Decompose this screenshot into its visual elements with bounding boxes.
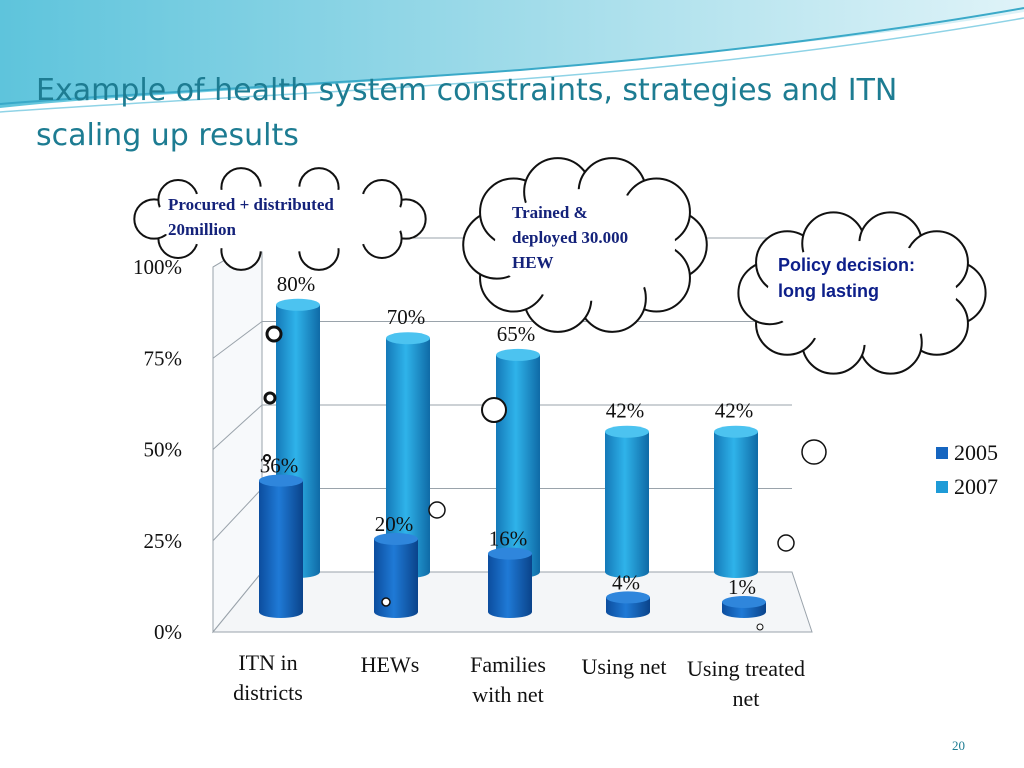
y-tick-label: 100%	[133, 255, 182, 279]
bar-2005-1	[374, 533, 418, 618]
legend-swatch-2007	[936, 481, 948, 493]
bar-2005-4	[722, 596, 766, 618]
bar-2005-0	[259, 474, 303, 618]
bar-2007-1-top	[386, 332, 430, 345]
bubble-decoration	[756, 623, 764, 631]
bar-2007-1-body	[386, 338, 430, 578]
gridline-wall	[212, 404, 263, 450]
bar-2007-3	[605, 425, 649, 578]
y-tick-label: 75%	[144, 346, 183, 370]
data-label-2005-2: 16%	[489, 527, 528, 551]
bar-2007-4	[714, 425, 758, 578]
cloud-procured	[133, 167, 427, 271]
data-label-2005-4: 1%	[728, 575, 756, 599]
bar-2005-2-body	[488, 553, 532, 618]
category-label-using-net: Using net	[581, 654, 667, 679]
bubble-decoration	[801, 439, 827, 465]
legend-item-2007: 2007	[936, 470, 998, 504]
decorative-circles	[263, 325, 827, 631]
category-label-hews: HEWs	[360, 652, 420, 677]
data-label-2005-3: 4%	[612, 570, 640, 594]
bubble-decoration	[381, 597, 391, 607]
bar-2007-4-body	[714, 431, 758, 578]
callout-trained: Trained & deployed 30.000 HEW	[512, 203, 629, 272]
chart-legend: 2005 2007	[936, 436, 998, 504]
gridline-wall	[212, 488, 263, 542]
bar-2007-3-top	[605, 425, 649, 438]
bar-2005-3	[606, 591, 650, 618]
category-label-using-treated-net: Using treated net	[687, 656, 805, 711]
bar-2005-0-body	[259, 480, 303, 618]
bar-2005-1-top	[374, 533, 418, 545]
bar-2005-3-top	[606, 591, 650, 604]
bar-2005-2	[488, 547, 532, 618]
data-label-2007-0: 80%	[277, 272, 316, 296]
data-label-2007-2: 65%	[497, 322, 536, 346]
category-label-itn-in-districts: ITN in districts	[233, 650, 303, 705]
bar-2007-2	[496, 348, 540, 578]
left-wall	[212, 237, 263, 634]
data-label-2007-4: 42%	[715, 399, 754, 423]
bar-2007-3-body	[605, 431, 649, 578]
bubble-decoration	[481, 397, 507, 423]
callout-policy: Policy decision: long lasting	[778, 255, 916, 301]
legend-label-2005: 2005	[954, 440, 998, 465]
callout-clouds	[133, 157, 987, 375]
bar-2005-0-top	[259, 474, 303, 487]
bubble-decoration	[428, 501, 446, 519]
bar-2005-2-top	[488, 547, 532, 560]
slide-number: 20	[952, 738, 965, 753]
gridline-wall	[212, 321, 263, 359]
callout-procured: Procured + distributed 20million	[168, 195, 334, 239]
data-label-2007-3: 42%	[606, 399, 645, 423]
bar-2005-4-top	[722, 596, 766, 608]
y-axis-ticks: 0% 25% 50% 75% 100%	[133, 255, 182, 644]
y-tick-label: 25%	[144, 529, 183, 553]
bar-2007-1	[386, 332, 430, 578]
data-label-2007-1: 70%	[387, 305, 426, 329]
bars: 80%70%65%42% 42%36%20%16%4% 1%	[259, 272, 766, 618]
bar-2007-2-body	[496, 354, 540, 578]
data-label-2005-1: 20%	[375, 512, 414, 536]
legend-item-2005: 2005	[936, 436, 998, 470]
y-tick-label: 50%	[144, 438, 183, 462]
legend-label-2007: 2007	[954, 474, 998, 499]
legend-swatch-2005	[936, 447, 948, 459]
bubble-decoration	[265, 325, 283, 343]
bubble-decoration	[777, 534, 795, 552]
bubble-decoration	[263, 391, 277, 405]
header-wave-decoration	[0, 0, 1024, 113]
bar-2005-1-body	[374, 539, 418, 618]
bar-2007-2-top	[496, 348, 540, 361]
category-label-families-with-net: Families with net	[470, 652, 546, 707]
y-tick-label: 0%	[154, 620, 182, 644]
bar-2007-4-top	[714, 425, 758, 438]
cloud-policy	[737, 211, 987, 375]
slide-title: Example of health system constraints, st…	[36, 73, 898, 153]
cloud-trained	[462, 157, 708, 333]
bubble-decoration	[263, 454, 271, 462]
bar-2007-0-top	[276, 298, 320, 311]
